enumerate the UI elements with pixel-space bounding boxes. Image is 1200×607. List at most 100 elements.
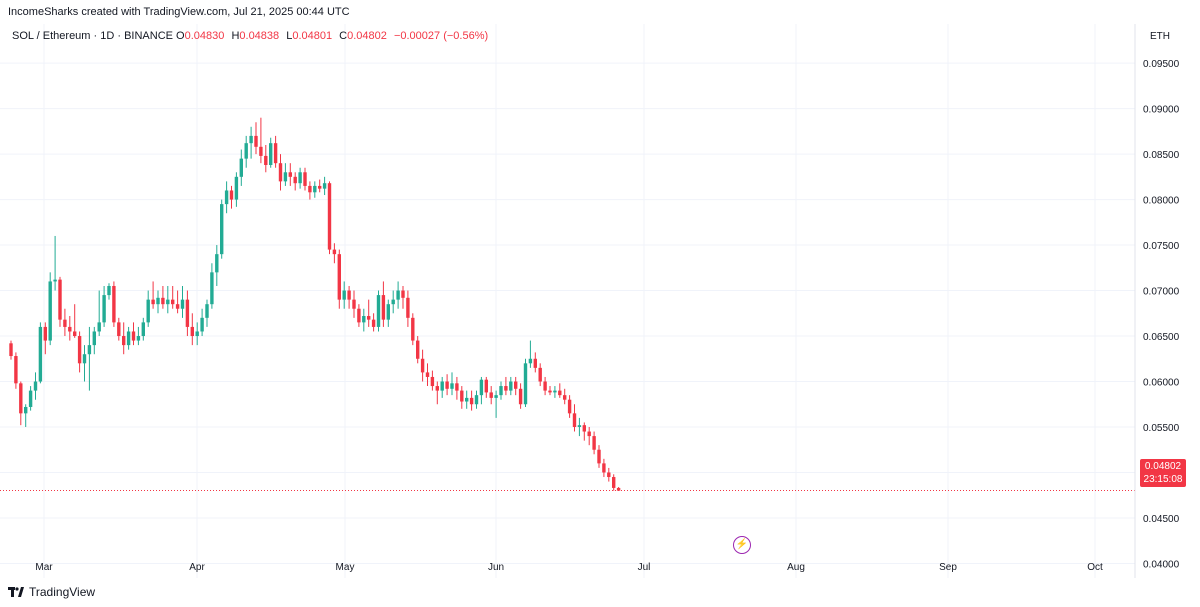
candle[interactable] [332, 243, 337, 264]
candle[interactable] [200, 308, 204, 337]
candle[interactable] [533, 352, 537, 373]
candle[interactable] [293, 172, 297, 191]
candle[interactable] [538, 363, 542, 387]
candle[interactable] [563, 388, 567, 405]
candle[interactable] [38, 322, 43, 384]
candle[interactable] [460, 386, 464, 409]
candle[interactable] [185, 290, 190, 337]
candle[interactable] [612, 474, 616, 491]
candle[interactable] [494, 390, 498, 418]
candle[interactable] [19, 381, 23, 426]
candle[interactable] [73, 304, 77, 338]
candle[interactable] [102, 285, 106, 327]
candle[interactable] [24, 404, 28, 427]
candle[interactable] [273, 135, 278, 168]
candle[interactable] [548, 386, 552, 396]
candle[interactable] [499, 381, 503, 400]
candle[interactable] [107, 283, 111, 300]
candle[interactable] [322, 176, 327, 196]
candle[interactable] [92, 326, 96, 355]
candle[interactable] [220, 199, 224, 259]
candle[interactable] [602, 458, 606, 478]
price-axis[interactable]: 0.09500 0.09000 0.08500 0.08000 0.07500 0.070… [1143, 59, 1180, 570]
candle[interactable] [136, 326, 141, 346]
candle[interactable] [264, 144, 268, 173]
candle[interactable] [528, 340, 533, 368]
candle[interactable] [180, 285, 185, 318]
candle[interactable] [161, 285, 165, 309]
candle[interactable] [484, 376, 488, 398]
candle[interactable] [278, 154, 283, 191]
candle[interactable] [58, 276, 62, 327]
candle[interactable] [249, 126, 253, 159]
candle[interactable] [543, 376, 547, 396]
candle[interactable] [53, 235, 57, 291]
candle[interactable] [469, 390, 474, 411]
candle[interactable] [308, 181, 312, 200]
candle[interactable] [577, 417, 582, 437]
candle[interactable] [112, 281, 116, 327]
candle[interactable] [607, 467, 611, 482]
candle[interactable] [215, 245, 219, 286]
candle[interactable] [342, 281, 346, 309]
candle[interactable] [420, 349, 425, 382]
candle[interactable] [298, 167, 302, 189]
candle[interactable] [509, 376, 513, 396]
candle[interactable] [288, 163, 292, 186]
candle[interactable] [440, 376, 444, 398]
event-lightning-icon[interactable]: ⚡ [733, 536, 751, 554]
candle[interactable] [416, 336, 420, 364]
candle[interactable] [455, 376, 459, 400]
candle[interactable] [43, 322, 47, 355]
candle[interactable] [303, 167, 307, 191]
candle[interactable] [401, 285, 405, 309]
candle[interactable] [450, 372, 454, 396]
candle[interactable] [391, 290, 395, 314]
candle[interactable] [386, 299, 390, 327]
candle[interactable] [435, 381, 439, 405]
candle[interactable] [327, 181, 332, 255]
candle[interactable] [175, 290, 180, 314]
candle[interactable] [362, 308, 366, 332]
candle[interactable] [239, 149, 243, 186]
candle[interactable] [224, 181, 229, 214]
candle[interactable] [430, 370, 435, 391]
candle[interactable] [357, 304, 361, 327]
candle[interactable] [141, 317, 145, 341]
candle[interactable] [9, 340, 13, 360]
candle[interactable] [28, 386, 33, 411]
candle[interactable] [63, 308, 67, 337]
candle[interactable] [367, 299, 371, 327]
candle[interactable] [97, 290, 101, 337]
candle[interactable] [259, 117, 263, 164]
candle[interactable] [396, 281, 400, 309]
candle[interactable] [592, 431, 596, 455]
candle[interactable] [210, 263, 214, 309]
candle[interactable] [411, 313, 415, 346]
candle[interactable] [553, 386, 557, 398]
candle[interactable] [68, 316, 72, 341]
currency-label[interactable]: ETH [1150, 31, 1170, 42]
candle[interactable] [445, 374, 449, 396]
candle[interactable] [572, 404, 577, 432]
candle[interactable] [283, 163, 288, 186]
candle[interactable] [352, 290, 356, 318]
candle[interactable] [567, 395, 572, 418]
candle[interactable] [156, 290, 160, 314]
candle[interactable] [376, 290, 381, 332]
candle[interactable] [166, 285, 170, 314]
candle[interactable] [514, 376, 518, 396]
candle[interactable] [48, 272, 52, 346]
candle[interactable] [190, 313, 194, 346]
candle[interactable] [318, 179, 322, 193]
candle[interactable] [82, 345, 87, 382]
candle[interactable] [77, 331, 82, 373]
candle[interactable] [14, 352, 18, 389]
candle[interactable] [117, 317, 121, 341]
candle[interactable] [337, 249, 341, 309]
candle[interactable] [465, 390, 469, 409]
candle[interactable] [582, 422, 586, 441]
candle[interactable] [597, 445, 601, 468]
candle[interactable] [244, 135, 248, 168]
